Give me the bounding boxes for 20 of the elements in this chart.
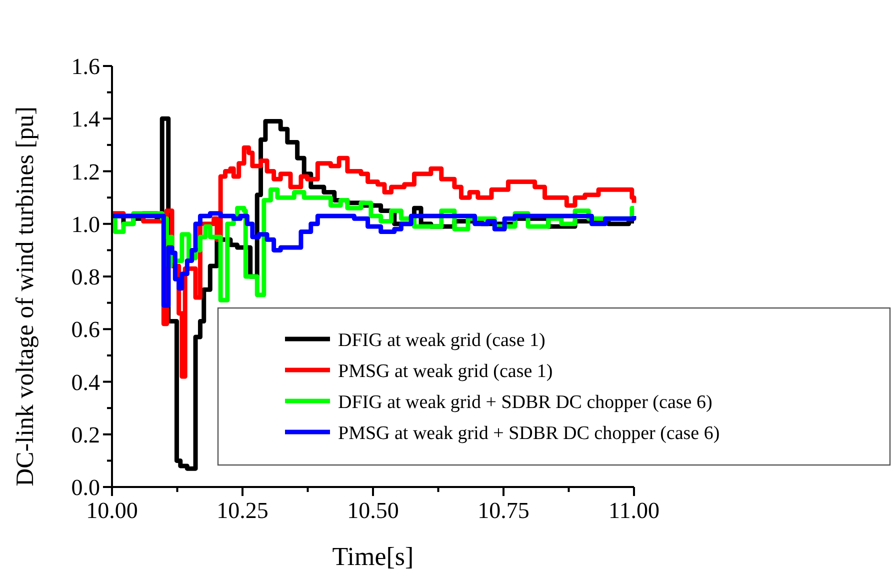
y-tick-label: 1.6	[71, 54, 100, 79]
y-tick-label: 0.6	[71, 317, 100, 342]
y-tick-label: 0.8	[71, 264, 100, 290]
x-tick-label: 10.25	[216, 498, 268, 523]
y-tick-label: 0.0	[71, 475, 100, 500]
y-tick-label: 1.0	[71, 212, 100, 237]
legend-label: PMSG at weak grid (case 1)	[338, 361, 553, 382]
x-tick-label: 10.75	[478, 498, 530, 523]
legend-label: DFIG at weak grid + SDBR DC chopper (case 6)	[338, 392, 712, 413]
x-tick-label: 10.00	[86, 498, 138, 523]
x-tick-label: 10.50	[347, 498, 399, 523]
y-tick-label: 1.4	[71, 106, 100, 132]
legend-label: DFIG at weak grid (case 1)	[338, 330, 546, 351]
x-tick-label: 11.00	[608, 498, 660, 523]
y-tick-label: 1.2	[71, 159, 100, 184]
y-tick-label: 0.4	[71, 370, 100, 395]
y-tick-label: 0.2	[71, 422, 100, 448]
x-axis-title: Time[s]	[332, 542, 414, 571]
y-axis-title: DC-link voltage of wind turbines [pu]	[12, 106, 39, 486]
legend-label: PMSG at weak grid + SDBR DC chopper (case 6)	[338, 423, 720, 444]
